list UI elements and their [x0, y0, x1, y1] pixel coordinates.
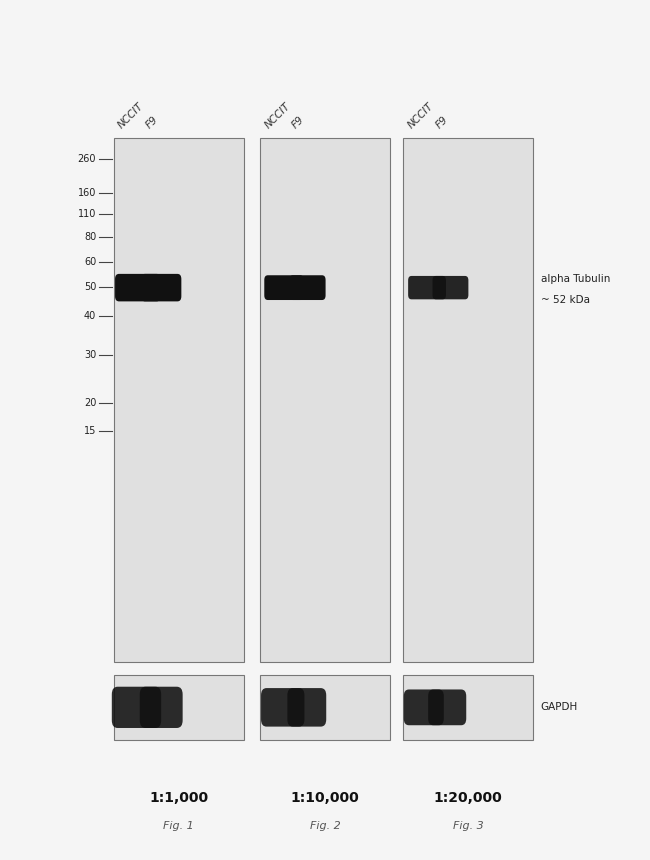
FancyBboxPatch shape — [403, 138, 533, 662]
Text: GAPDH: GAPDH — [541, 703, 578, 712]
Text: 260: 260 — [78, 154, 96, 163]
Text: 50: 50 — [84, 282, 96, 292]
FancyBboxPatch shape — [403, 675, 533, 740]
Text: alpha Tubulin: alpha Tubulin — [541, 274, 610, 284]
FancyBboxPatch shape — [140, 686, 183, 728]
Text: 1:20,000: 1:20,000 — [434, 791, 502, 805]
FancyBboxPatch shape — [404, 690, 444, 725]
Text: 110: 110 — [78, 209, 96, 219]
FancyBboxPatch shape — [432, 276, 469, 299]
Text: 1:1,000: 1:1,000 — [150, 791, 208, 805]
Text: 30: 30 — [84, 350, 96, 360]
Text: ~ 52 kDa: ~ 52 kDa — [541, 295, 590, 304]
Text: 80: 80 — [84, 232, 96, 243]
FancyBboxPatch shape — [428, 690, 466, 725]
FancyBboxPatch shape — [287, 688, 326, 727]
FancyBboxPatch shape — [260, 675, 390, 740]
FancyBboxPatch shape — [114, 138, 244, 662]
Text: Fig. 1: Fig. 1 — [163, 820, 194, 831]
FancyBboxPatch shape — [141, 273, 181, 301]
Text: F9: F9 — [290, 114, 306, 131]
FancyBboxPatch shape — [408, 276, 446, 299]
FancyBboxPatch shape — [112, 686, 161, 728]
Text: F9: F9 — [434, 114, 450, 131]
Text: NCCIT: NCCIT — [406, 101, 436, 131]
Text: 1:10,000: 1:10,000 — [291, 791, 359, 805]
Text: F9: F9 — [144, 114, 160, 131]
FancyBboxPatch shape — [289, 275, 326, 300]
FancyBboxPatch shape — [260, 138, 390, 662]
Text: 15: 15 — [84, 427, 96, 436]
FancyBboxPatch shape — [265, 275, 304, 300]
Text: 40: 40 — [84, 311, 96, 321]
FancyBboxPatch shape — [115, 273, 161, 301]
Text: NCCIT: NCCIT — [263, 101, 292, 131]
Text: 60: 60 — [84, 257, 96, 267]
Text: Fig. 2: Fig. 2 — [309, 820, 341, 831]
Text: Fig. 3: Fig. 3 — [452, 820, 484, 831]
FancyBboxPatch shape — [261, 688, 304, 727]
Text: 160: 160 — [78, 187, 96, 198]
FancyBboxPatch shape — [114, 675, 244, 740]
Text: NCCIT: NCCIT — [116, 101, 146, 131]
Text: 20: 20 — [84, 397, 96, 408]
